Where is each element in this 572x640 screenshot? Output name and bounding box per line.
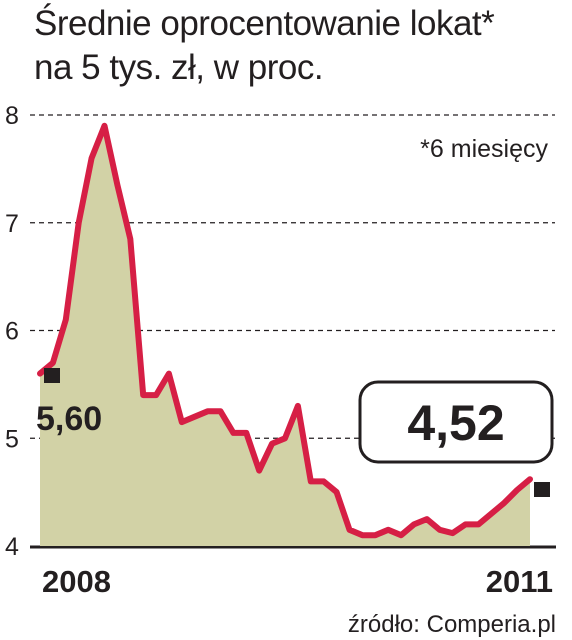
y-tick-7: 7 xyxy=(5,210,19,238)
chart-title: Średnie oprocentowanie lokat* na 5 tys. … xyxy=(34,2,495,90)
y-tick-6: 6 xyxy=(5,318,19,346)
x-tick-end: 2011 xyxy=(486,564,553,599)
start-marker xyxy=(44,368,60,383)
value-labels: 5,60 4,52 xyxy=(36,380,554,464)
chart-title-line-1: Średnie oprocentowanie lokat* xyxy=(34,4,495,43)
y-tick-4: 4 xyxy=(5,533,19,561)
source-text: źródło: Comperia.pl xyxy=(348,611,556,638)
end-marker xyxy=(534,482,550,497)
y-tick-labels: 8 7 6 5 4 xyxy=(5,102,19,561)
end-value-label: 4,52 xyxy=(407,395,504,451)
end-value-box xyxy=(358,380,554,464)
x-tick-labels: 2008 2011 xyxy=(42,564,553,599)
x-tick-start: 2008 xyxy=(42,564,111,599)
series-area xyxy=(37,122,533,547)
y-tick-5: 5 xyxy=(5,425,19,453)
series-fill xyxy=(40,125,530,547)
end-markers xyxy=(44,368,550,497)
start-value-label: 5,60 xyxy=(36,400,102,438)
y-tick-8: 8 xyxy=(5,102,19,130)
chart-title-line-2: na 5 tys. zł, w proc. xyxy=(34,48,324,87)
footnote-text: *6 miesięcy xyxy=(420,135,548,163)
